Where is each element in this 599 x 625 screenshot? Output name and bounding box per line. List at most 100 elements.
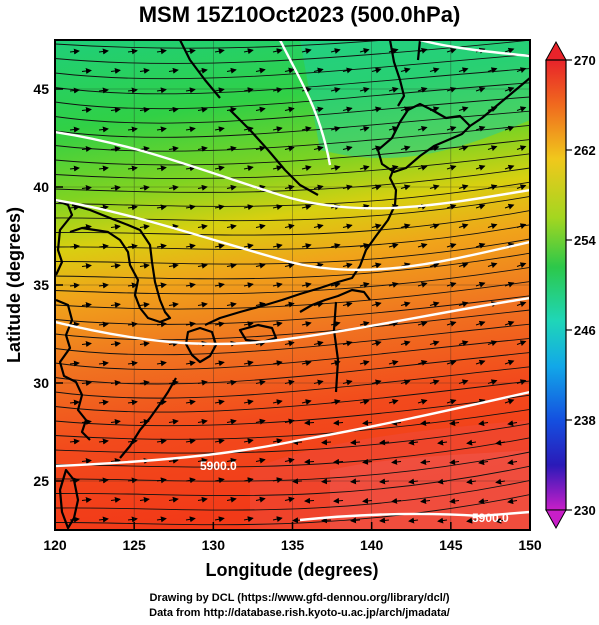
wind-arrow <box>69 438 80 445</box>
wind-arrow <box>98 516 109 523</box>
colorbar-tick-label: 262 <box>574 143 596 158</box>
wind-arrow <box>110 223 121 230</box>
wind-arrow <box>185 399 196 406</box>
wind-arrow <box>185 360 196 367</box>
wind-arrow <box>504 398 515 405</box>
wind-arrow <box>330 126 341 132</box>
coastline-sakhalin <box>388 40 422 107</box>
coastline-russia <box>179 40 319 196</box>
wind-arrow <box>304 458 315 465</box>
wind-arrow <box>69 48 80 55</box>
wind-arrow <box>379 517 390 524</box>
wind-arrow <box>446 242 457 249</box>
wind-arrow <box>185 87 196 94</box>
wind-arrow <box>156 204 167 211</box>
wind-arrow <box>458 145 469 152</box>
wind-arrow <box>446 359 457 366</box>
wind-arrow <box>371 340 382 347</box>
colorbar: 270 262 254 246 238 230 <box>545 40 596 530</box>
wind-arrow <box>475 281 486 288</box>
wind-arrow <box>69 399 80 406</box>
coastline-korea <box>69 203 172 324</box>
wind-arrow <box>504 359 515 366</box>
wind-arrow <box>400 67 411 74</box>
wind-arrow <box>516 145 527 151</box>
wind-arrow <box>333 419 344 426</box>
wind-arrow <box>98 48 109 55</box>
wind-arrow <box>301 360 312 366</box>
wind-arrow <box>516 262 527 268</box>
wind-arrow <box>81 302 92 309</box>
streamline <box>55 82 530 110</box>
streamline <box>55 309 530 341</box>
wind-arrow <box>301 48 312 54</box>
wind-arrow <box>272 126 283 133</box>
wind-arrow <box>333 458 344 465</box>
wind-arrow <box>139 106 150 113</box>
wind-arrow <box>359 243 370 249</box>
wind-arrow <box>388 399 399 405</box>
wind-arrow <box>214 204 225 211</box>
wind-arrow <box>313 223 324 230</box>
wind-arrow <box>408 517 419 524</box>
wind-arrow <box>475 86 486 93</box>
wind-arrow <box>475 125 486 132</box>
wind-arrow <box>359 48 370 54</box>
wind-arrow <box>350 517 361 524</box>
wind-arrow <box>168 67 179 74</box>
wind-arrow <box>342 184 353 191</box>
wind-arrow <box>243 165 254 172</box>
wind-arrow <box>429 301 440 308</box>
wind-arrow <box>359 360 370 366</box>
wind-arrow <box>362 497 373 504</box>
wind-arrow <box>359 165 370 171</box>
wind-arrow <box>110 184 121 191</box>
contour-label: 5900.0 <box>472 511 509 525</box>
wind-arrow <box>475 320 486 327</box>
x-tick-label: 130 <box>202 537 226 553</box>
wind-arrow <box>371 67 382 74</box>
wind-arrow <box>478 420 489 427</box>
wind-arrow <box>487 340 498 347</box>
wind-arrow <box>330 48 341 54</box>
wind-arrow <box>272 516 283 523</box>
wind-arrow <box>110 457 121 464</box>
wind-arrow <box>185 516 196 523</box>
wind-arrow <box>98 321 109 328</box>
wind-arrow <box>98 438 109 445</box>
wind-arrow <box>388 360 399 366</box>
wind-arrow <box>304 497 315 504</box>
colorbar-tick-label: 246 <box>574 323 596 338</box>
wind-arrow <box>69 243 80 250</box>
colorbar-bottom-arrow <box>545 509 567 530</box>
wind-arrow <box>139 67 150 74</box>
wind-arrow <box>420 498 431 504</box>
streamline <box>55 352 530 385</box>
streamline <box>55 139 530 166</box>
wind-arrow <box>214 360 225 367</box>
wind-arrow <box>417 320 428 327</box>
wind-arrow <box>516 301 527 307</box>
wind-arrow <box>81 263 92 270</box>
wind-arrow <box>400 223 411 230</box>
wind-arrow <box>446 320 457 327</box>
wind-arrow <box>507 459 518 466</box>
streamline <box>55 266 530 295</box>
wind-arrow <box>185 204 196 211</box>
streamline <box>55 337 530 371</box>
wind-arrow <box>127 48 138 55</box>
wind-arrow <box>156 165 167 172</box>
wind-arrow <box>110 67 121 74</box>
wind-arrow <box>362 458 373 465</box>
wind-arrow <box>127 360 138 367</box>
wind-arrow <box>504 320 515 327</box>
wind-arrow <box>321 439 332 446</box>
wind-arrow <box>458 301 469 308</box>
wind-arrow <box>185 243 196 250</box>
wind-arrow <box>292 439 303 446</box>
wind-arrow <box>437 517 448 524</box>
wind-arrow <box>487 223 498 230</box>
wind-arrow <box>458 106 469 113</box>
wind-arrow <box>156 126 167 133</box>
wind-arrow <box>391 419 402 426</box>
